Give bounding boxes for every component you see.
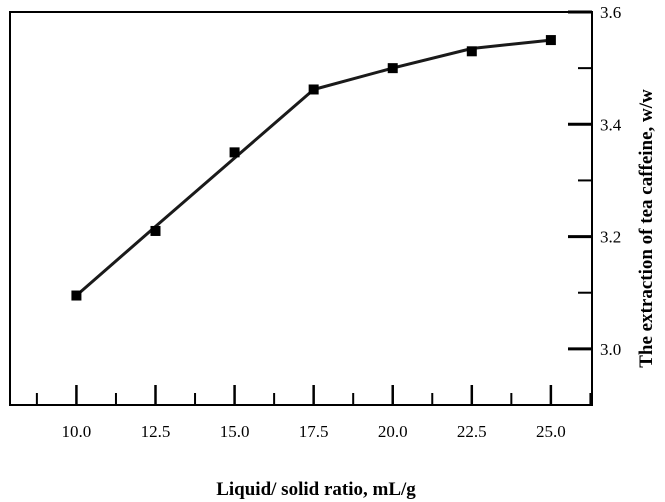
y-tick-label: 3.6: [600, 3, 621, 22]
data-point: [387, 63, 398, 74]
plot-border: [9, 11, 593, 406]
y-axis-title: The extraction of tea caffeine, w/w: [636, 89, 657, 368]
series-line: [75, 38, 552, 297]
data-point: [71, 290, 82, 301]
y-tick-label: 3.0: [600, 340, 621, 359]
x-tick-label: 20.0: [378, 422, 408, 441]
data-point: [150, 225, 161, 236]
y-axis: 3.0 3.2 3.4 3.6: [568, 3, 622, 406]
x-tick-label: 17.5: [299, 422, 329, 441]
data-point: [466, 46, 477, 57]
x-tick-label: 10.0: [62, 422, 92, 441]
x-tick-label: 15.0: [220, 422, 250, 441]
x-tick-label: 12.5: [141, 422, 171, 441]
data-point: [229, 147, 240, 158]
y-tick-label: 3.2: [600, 228, 621, 247]
plot-frame: [9, 11, 593, 406]
y-tick-label: 3.4: [600, 115, 622, 134]
series-layer: [71, 35, 556, 301]
data-point: [545, 35, 556, 46]
x-tick-label: 25.0: [536, 422, 566, 441]
data-point: [308, 84, 319, 95]
x-axis: 10.0 12.5 15.0 17.5 20.0 22.5 25.0: [35, 385, 592, 441]
x-axis-title: Liquid/ solid ratio, mL/g: [216, 479, 416, 500]
x-tick-label: 22.5: [457, 422, 487, 441]
